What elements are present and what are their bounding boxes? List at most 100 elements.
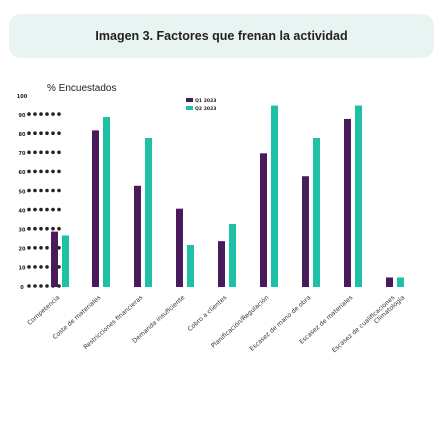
y-tick-marker — [57, 169, 61, 174]
y-tick-marker — [51, 207, 55, 212]
bar-q2 — [229, 223, 236, 287]
y-tick-marker — [27, 131, 31, 135]
bar-q2 — [313, 138, 320, 287]
y-tick-marker — [51, 226, 55, 231]
y-tick-marker — [27, 226, 31, 231]
y-tick-marker — [57, 112, 61, 116]
y-tick-marker — [27, 207, 31, 212]
y-tick-marker — [45, 169, 49, 174]
y-tick-label: 60 — [19, 170, 26, 176]
y-tick-marker — [39, 169, 43, 174]
y-tick-label: 0 — [20, 285, 24, 291]
y-tick-marker — [39, 284, 43, 288]
y-tick-label: 30 — [19, 228, 26, 234]
y-tick-label: 70 — [19, 151, 26, 157]
y-tick-marker — [39, 131, 43, 135]
y-tick-marker — [45, 226, 49, 231]
y-tick-marker — [39, 112, 43, 116]
y-tick-marker — [57, 207, 61, 212]
bar-q2 — [145, 138, 152, 287]
title-banner: Imagen 3. Factores que frenan la activid… — [9, 14, 434, 58]
y-tick-marker — [27, 169, 31, 174]
y-tick-marker — [33, 112, 37, 116]
y-tick-marker — [51, 112, 55, 116]
bar-q1 — [302, 176, 309, 287]
y-tick-label: 50 — [19, 189, 26, 195]
y-tick-marker — [39, 150, 43, 155]
y-tick-marker — [57, 265, 61, 269]
y-tick-marker — [45, 207, 49, 212]
y-tick-marker — [57, 246, 61, 250]
y-axis-label: % Encuestados — [47, 83, 117, 94]
y-tick-marker — [33, 150, 37, 155]
y-tick-marker — [39, 226, 43, 231]
y-tick-marker — [33, 265, 37, 269]
bar-q1 — [344, 118, 351, 287]
bar-q1 — [92, 130, 99, 287]
y-tick-marker — [33, 188, 37, 193]
y-tick-marker — [33, 207, 37, 212]
y-tick-marker — [33, 169, 37, 174]
x-category-label: Competencia — [26, 294, 61, 327]
y-tick-marker — [51, 169, 55, 174]
bar-q1 — [260, 153, 267, 287]
bar-q2 — [62, 235, 69, 287]
legend: Q1 2023 Q2 2023 — [186, 98, 217, 112]
y-tick-marker — [57, 150, 61, 155]
y-tick-marker — [45, 131, 49, 135]
bar-q2 — [397, 277, 404, 287]
y-tick-label: 80 — [19, 132, 26, 138]
legend-label: Q2 2023 — [195, 106, 217, 112]
y-tick-marker — [45, 150, 49, 155]
y-tick-marker — [33, 246, 37, 250]
y-tick-marker — [45, 188, 49, 193]
y-tick-marker — [57, 131, 61, 135]
legend-swatch — [186, 106, 193, 110]
y-tick-label: 10 — [19, 266, 26, 272]
y-tick-marker — [51, 131, 55, 135]
bar-q2 — [271, 105, 278, 287]
x-category-label: Cobro a clientes — [187, 294, 229, 333]
y-tick-marker — [51, 150, 55, 155]
y-tick-marker — [39, 246, 43, 250]
y-tick-marker — [57, 284, 61, 288]
y-tick-marker — [27, 150, 31, 155]
y-tick-label: 100 — [17, 94, 28, 100]
bar-q1 — [218, 241, 225, 287]
y-tick-marker — [51, 188, 55, 193]
y-tick-marker — [39, 207, 43, 212]
y-tick-marker — [39, 188, 43, 193]
y-tick-marker — [57, 226, 61, 231]
chart-title: Imagen 3. Factores que frenan la activid… — [95, 29, 348, 43]
y-tick-marker — [27, 112, 31, 116]
bars — [51, 105, 404, 287]
bar-q1 — [386, 277, 393, 287]
y-tick-marker — [45, 284, 49, 288]
y-tick-marker — [27, 246, 31, 250]
y-tick-marker — [27, 265, 31, 269]
bar-q1 — [51, 231, 58, 287]
bar-q1 — [134, 185, 141, 287]
bar-q2 — [103, 117, 110, 287]
y-tick-marker — [39, 265, 43, 269]
y-tick-marker — [45, 265, 49, 269]
legend-label: Q1 2023 — [195, 98, 217, 104]
y-tick-marker — [45, 246, 49, 250]
y-tick-marker — [45, 112, 49, 116]
y-tick-label: 40 — [19, 208, 26, 214]
y-axis-ticks: 0 10 20 30 40 50 60 70 80 90 100 — [17, 94, 61, 291]
y-tick-label: 20 — [19, 247, 26, 253]
y-tick-marker — [27, 284, 31, 288]
legend-swatch — [186, 98, 193, 102]
y-tick-marker — [33, 284, 37, 288]
y-tick-marker — [27, 188, 31, 193]
y-tick-marker — [33, 131, 37, 135]
bar-q2 — [187, 244, 194, 287]
bar-q1 — [176, 208, 183, 287]
y-tick-marker — [57, 188, 61, 193]
y-tick-label: 90 — [19, 113, 26, 119]
bar-q2 — [355, 105, 362, 287]
y-tick-marker — [33, 226, 37, 231]
